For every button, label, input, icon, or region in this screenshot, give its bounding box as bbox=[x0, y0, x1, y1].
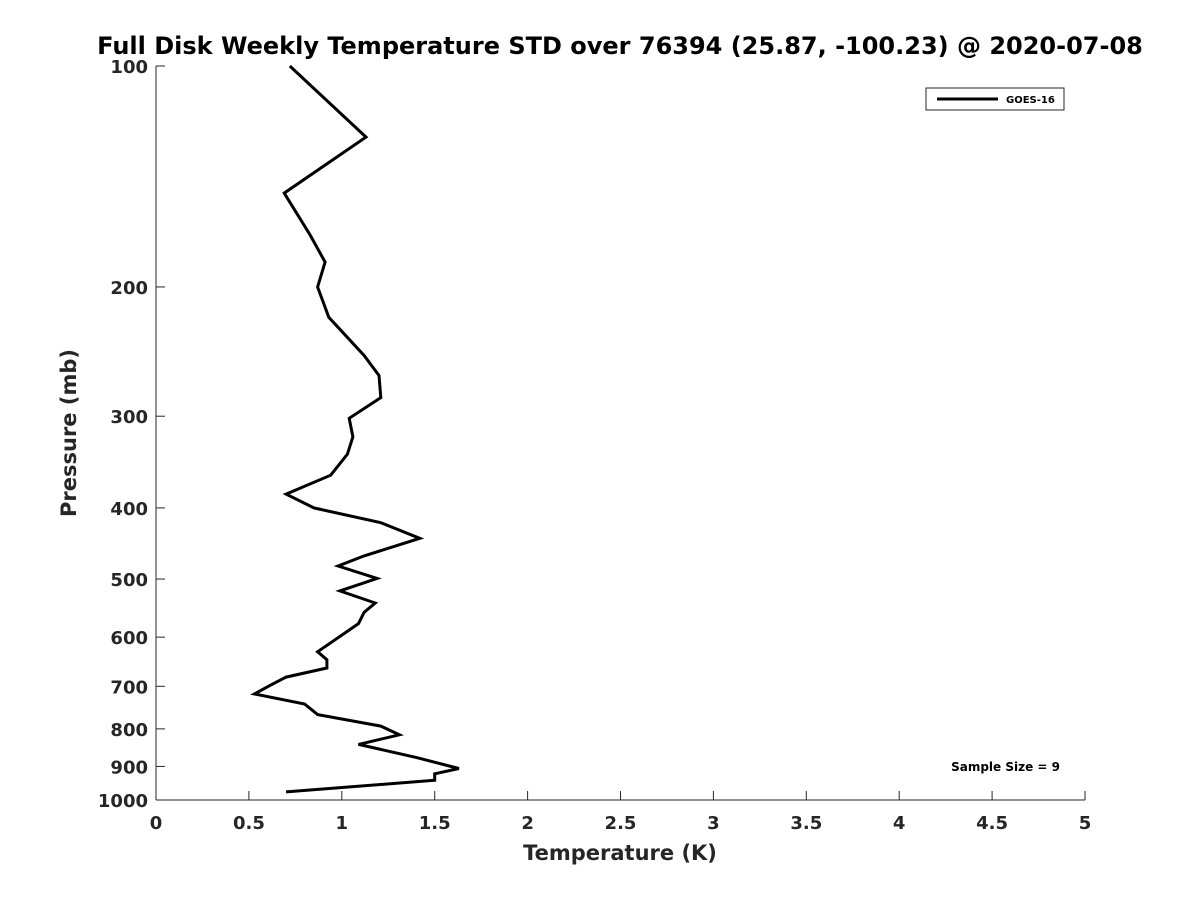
y-tick-label: 900 bbox=[110, 757, 148, 778]
y-tick-label: 1000 bbox=[98, 791, 148, 812]
x-tick-label: 1.5 bbox=[419, 813, 451, 834]
y-tick-label: 800 bbox=[110, 720, 148, 741]
y-tick-label: 300 bbox=[110, 407, 148, 428]
sample-size-annotation: Sample Size = 9 bbox=[951, 760, 1060, 774]
series-layer bbox=[250, 64, 460, 794]
y-tick-label: 400 bbox=[110, 499, 148, 520]
y-tick-label: 100 bbox=[110, 57, 148, 78]
y-tick-label: 200 bbox=[110, 278, 148, 299]
y-axis-label: Pressure (mb) bbox=[57, 349, 81, 517]
series-line-goes-16 bbox=[250, 64, 460, 794]
x-tick-label: 2.5 bbox=[605, 813, 637, 834]
x-tick-label: 5 bbox=[1079, 813, 1092, 834]
x-tick-label: 4 bbox=[893, 813, 906, 834]
x-tick-label: 3 bbox=[707, 813, 720, 834]
y-tick-label: 500 bbox=[110, 570, 148, 591]
x-tick-label: 0.5 bbox=[233, 813, 265, 834]
x-tick-label: 0 bbox=[150, 813, 163, 834]
chart-title: Full Disk Weekly Temperature STD over 76… bbox=[97, 32, 1143, 60]
legend-label-goes-16: GOES-16 bbox=[1006, 95, 1055, 106]
x-axis-ticks: 0 0.5 1 1.5 2 2.5 3 3.5 4 4.5 5 bbox=[150, 791, 1092, 834]
y-tick-label: 600 bbox=[110, 628, 148, 649]
x-tick-label: 2 bbox=[521, 813, 534, 834]
y-axis-ticks: 100 200 300 400 500 600 700 800 900 1000 bbox=[98, 57, 165, 812]
y-tick-label: 700 bbox=[110, 677, 148, 698]
x-tick-label: 3.5 bbox=[790, 813, 822, 834]
x-tick-label: 1 bbox=[336, 813, 349, 834]
x-axis-label: Temperature (K) bbox=[523, 841, 717, 865]
x-tick-label: 4.5 bbox=[976, 813, 1008, 834]
plot-area bbox=[155, 66, 1085, 801]
legend: GOES-16 bbox=[925, 87, 1065, 111]
